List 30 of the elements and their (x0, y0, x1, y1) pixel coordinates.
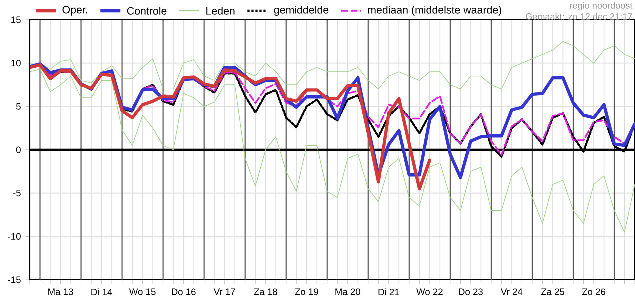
y-tick-label: -15 (8, 276, 21, 284)
x-tick-label: Wo 15 (129, 288, 156, 296)
legend-label: Oper. (62, 6, 88, 16)
x-tick-label: Wo 22 (416, 288, 443, 296)
x-tick-label: Vr 17 (214, 288, 236, 296)
text: regio noordoost (570, 2, 633, 11)
legend-label: mediaan (middelste waarde) (368, 6, 502, 16)
x-tick-label: Zo 19 (295, 288, 318, 296)
x-tick-label: Do 16 (172, 288, 196, 296)
text: Gemaakt: zo 12 dec 21:17 (526, 13, 632, 20)
x-tick-label: Di 21 (378, 288, 400, 296)
legend-label: Controle (127, 7, 167, 15)
x-tick-label: Za 25 (541, 288, 564, 296)
x-tick-label: Za 18 (254, 288, 278, 296)
y-tick-label: 0 (16, 146, 21, 154)
y-tick-label: 10 (12, 60, 21, 67)
y-tick-label: -10 (8, 233, 21, 240)
x-tick-label: Di 14 (92, 288, 112, 296)
line-series (30, 69, 635, 233)
y-tick-label: 5 (16, 103, 21, 110)
x-tick-label: Vr 24 (501, 288, 523, 296)
legend-label: gemiddelde (274, 6, 329, 16)
x-tick-label: Do 23 (459, 288, 483, 296)
y-tick-label: 15 (12, 16, 21, 24)
y-tick-label: -5 (13, 190, 21, 197)
x-tick-label: Ma 13 (48, 288, 74, 296)
x-tick-label: Zo 26 (582, 288, 606, 296)
line-series (30, 63, 432, 191)
x-tick-label: Ma 20 (336, 288, 360, 296)
legend-label: Leden (206, 7, 235, 15)
